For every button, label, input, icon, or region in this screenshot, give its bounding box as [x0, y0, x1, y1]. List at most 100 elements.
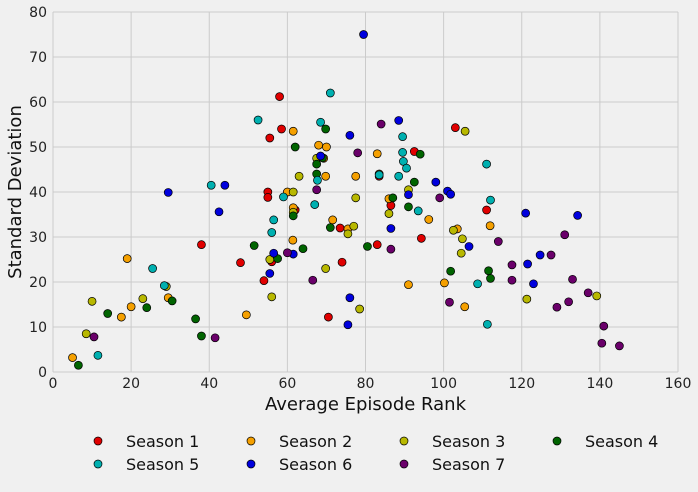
data-point [523, 259, 532, 269]
data-point [449, 225, 458, 235]
data-point [68, 353, 77, 362]
data-point [597, 338, 607, 348]
data-point [398, 132, 407, 141]
data-point [313, 175, 322, 185]
data-point [265, 133, 275, 143]
data-point [573, 211, 582, 220]
legend-marker [399, 459, 409, 469]
data-point [417, 234, 426, 243]
grid [52, 11, 679, 373]
data-point [325, 88, 335, 98]
x-tick-label: 80 [357, 376, 375, 392]
data-point [214, 207, 224, 217]
data-point [89, 332, 99, 342]
data-point [277, 124, 286, 134]
data-point [535, 250, 545, 260]
data-point [197, 240, 206, 249]
y-tick-label: 60 [29, 95, 47, 111]
data-point [546, 250, 556, 260]
legend-item: Season 5 [93, 455, 199, 474]
data-point [269, 215, 279, 225]
series-6 [163, 30, 582, 330]
data-point [220, 180, 230, 190]
data-point [316, 151, 325, 161]
data-point [316, 117, 325, 127]
data-point [521, 208, 531, 218]
y-tick-label: 40 [29, 185, 47, 201]
data-point [456, 248, 466, 258]
data-point [343, 229, 353, 239]
data-point [163, 188, 173, 197]
data-point [592, 291, 602, 301]
y-tick-label: 50 [29, 140, 47, 156]
data-point [138, 294, 148, 303]
legend-item: Season 6 [246, 455, 352, 474]
legend-marker [552, 436, 562, 446]
data-point [343, 320, 353, 330]
data-point [345, 130, 355, 140]
data-point [275, 92, 284, 101]
data-point [415, 149, 425, 159]
data-point [322, 142, 331, 152]
data-point [355, 304, 364, 314]
data-point [529, 279, 538, 289]
tick-labels: 0 20 40 60 80 100 120 140 160 0 10 20 30 40 50 60 70 80 [29, 5, 691, 392]
data-point [568, 274, 577, 284]
data-point [483, 319, 492, 329]
x-tick-label: 100 [430, 376, 457, 392]
data-point [314, 140, 323, 150]
data-point [267, 292, 277, 302]
data-point [321, 124, 331, 134]
legend-label: Season 2 [279, 432, 352, 451]
x-tick-label: 40 [200, 376, 218, 392]
data-point [197, 331, 206, 341]
data-point [599, 321, 609, 331]
data-point [386, 244, 396, 254]
data-point [288, 126, 298, 136]
data-point [321, 264, 331, 273]
data-point [148, 264, 157, 273]
data-point [345, 293, 355, 303]
data-point [288, 235, 298, 245]
data-point [404, 280, 413, 290]
data-point [424, 215, 434, 224]
legend: Season 1 Season 2 Season 3 Season 4 Season 5… [93, 432, 658, 474]
legend-label: Season 1 [126, 432, 199, 451]
data-point [122, 254, 132, 263]
x-tick-label: 120 [508, 376, 535, 392]
data-point [493, 237, 503, 246]
data-point [446, 189, 456, 199]
data-point [159, 281, 169, 290]
data-point [103, 309, 113, 318]
data-point [374, 170, 384, 180]
y-tick-label: 0 [38, 365, 47, 381]
data-point [464, 242, 474, 251]
data-point [507, 275, 517, 285]
data-point [460, 126, 470, 136]
data-point [398, 148, 407, 157]
data-point [325, 223, 335, 232]
legend-marker [93, 459, 103, 469]
x-tick-label: 140 [587, 376, 614, 392]
data-point [288, 211, 298, 221]
y-tick-label: 30 [29, 230, 47, 246]
data-point [388, 193, 398, 203]
legend-label: Season 5 [126, 455, 199, 474]
data-point [288, 187, 298, 197]
data-point [351, 193, 361, 203]
data-point [560, 230, 570, 240]
data-point [404, 190, 413, 200]
data-point [486, 195, 495, 205]
data-point [583, 288, 593, 298]
data-point [615, 341, 624, 351]
data-point [253, 115, 263, 125]
series-7 [89, 119, 624, 351]
data-point [321, 171, 331, 181]
data-point [435, 193, 445, 203]
data-point [236, 258, 245, 267]
y-tick-label: 70 [29, 50, 47, 66]
data-point [394, 116, 404, 125]
data-point [210, 333, 220, 343]
data-point [93, 351, 103, 360]
